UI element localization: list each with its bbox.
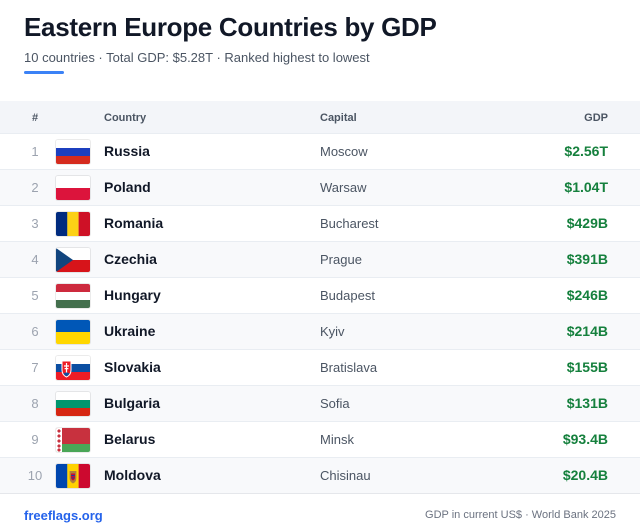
table-row: 9 Belarus Minsk $93.4B — [0, 421, 640, 457]
country-name: Ukraine — [104, 323, 156, 339]
rank-cell: 9 — [31, 432, 39, 447]
rank-cell: 7 — [31, 360, 39, 375]
russia-flag-icon — [56, 140, 90, 164]
table-row: 5 Hungary Budapest $246B — [0, 277, 640, 313]
table-row: 2 Poland Warsaw $1.04T — [0, 169, 640, 205]
table-row: 7 Slovakia Bratislava $155B — [0, 349, 640, 385]
column-header-rank: # — [32, 112, 39, 124]
table-row: 1 Russia Moscow $2.56T — [0, 133, 640, 169]
country-name: Belarus — [104, 431, 156, 447]
capital-name: Warsaw — [320, 180, 367, 195]
hungary-flag-icon — [56, 284, 90, 308]
country-table: 1 Russia Moscow $2.56T 2 Poland Warsaw $… — [0, 133, 640, 493]
rank-cell: 10 — [27, 468, 43, 483]
bulgaria-flag-icon — [56, 392, 90, 416]
capital-name: Budapest — [320, 288, 375, 303]
capital-name: Sofia — [320, 396, 350, 411]
gdp-value: $2.56T — [564, 143, 608, 159]
gdp-value: $429B — [566, 215, 608, 231]
gdp-value: $155B — [566, 359, 608, 375]
gdp-value: $246B — [566, 287, 608, 303]
page-title: Eastern Europe Countries by GDP — [24, 12, 437, 42]
gdp-value: $391B — [566, 251, 608, 267]
rank-cell: 5 — [31, 288, 39, 303]
gdp-value: $1.04T — [564, 179, 608, 195]
page-subtitle: 10 countries · Total GDP: $5.28T · Ranke… — [24, 50, 370, 65]
rank-cell: 2 — [31, 180, 39, 195]
rank-cell: 4 — [31, 252, 39, 267]
table-row: 3 Romania Bucharest $429B — [0, 205, 640, 241]
gdp-value: $131B — [566, 395, 608, 411]
slovakia-flag-icon — [56, 356, 90, 380]
czechia-flag-icon — [56, 248, 90, 272]
country-name: Slovakia — [104, 359, 161, 375]
country-name: Czechia — [104, 251, 157, 267]
column-header-country: Country — [104, 112, 147, 124]
rank-cell: 6 — [31, 324, 39, 339]
capital-name: Minsk — [320, 432, 354, 447]
ukraine-flag-icon — [56, 320, 90, 344]
country-name: Poland — [104, 179, 151, 195]
country-name: Hungary — [104, 287, 161, 303]
gdp-value: $214B — [566, 323, 608, 339]
capital-name: Bratislava — [320, 360, 378, 375]
rank-cell: 3 — [31, 216, 39, 231]
capital-name: Chisinau — [320, 468, 371, 483]
source-note: GDP in current US$ · World Bank 2025 — [425, 509, 616, 521]
title-accent-bar — [24, 71, 64, 74]
table-row: 8 Bulgaria Sofia $131B — [0, 385, 640, 421]
table-row: 6 Ukraine Kyiv $214B — [0, 313, 640, 349]
rank-cell: 8 — [31, 396, 39, 411]
country-name: Moldova — [104, 467, 161, 483]
column-header-capital: Capital — [320, 112, 357, 124]
capital-name: Bucharest — [320, 216, 379, 231]
moldova-flag-icon — [56, 464, 90, 488]
capital-name: Moscow — [320, 144, 368, 159]
romania-flag-icon — [56, 212, 90, 236]
capital-name: Prague — [320, 252, 362, 267]
footer: freeflags.org GDP in current US$ · World… — [0, 493, 640, 532]
country-name: Romania — [104, 215, 164, 231]
gdp-value: $20.4B — [562, 467, 608, 483]
country-name: Bulgaria — [104, 395, 161, 411]
poland-flag-icon — [56, 176, 90, 200]
gdp-value: $93.4B — [562, 431, 608, 447]
table-row: 10 Moldova Chisinau $20.4B — [0, 457, 640, 493]
table-row: 4 Czechia Prague $391B — [0, 241, 640, 277]
rank-cell: 1 — [31, 144, 39, 159]
country-name: Russia — [104, 143, 150, 159]
column-header-gdp: GDP — [584, 112, 608, 124]
capital-name: Kyiv — [320, 324, 345, 339]
table-header: # Country Capital GDP — [0, 101, 640, 133]
brand-link[interactable]: freeflags.org — [24, 508, 103, 523]
belarus-flag-icon — [56, 428, 90, 452]
